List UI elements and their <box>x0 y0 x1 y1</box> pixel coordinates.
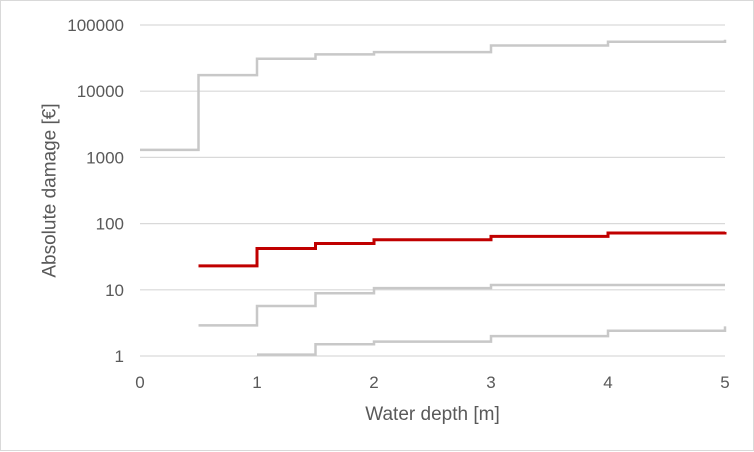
x-tick-label: 5 <box>720 373 729 392</box>
series-line-3 <box>198 283 725 327</box>
x-tick-label: 4 <box>603 373 612 392</box>
y-tick-label: 1 <box>115 347 124 366</box>
x-tick-label: 0 <box>135 373 144 392</box>
y-tick-labels: 1 10 100 1000 10000 100000 <box>67 16 124 366</box>
series-lines <box>140 39 727 356</box>
x-tick-label: 2 <box>369 373 378 392</box>
y-tick-label: 100000 <box>67 16 124 35</box>
x-tick-label: 3 <box>486 373 495 392</box>
y-tick-label: 100 <box>96 215 124 234</box>
series-line-1 <box>140 39 727 152</box>
y-tick-label: 1000 <box>86 148 124 167</box>
x-axis-title: Water depth [m] <box>365 404 499 425</box>
x-tick-labels: 0 1 2 3 4 5 <box>135 373 729 392</box>
y-tick-label: 10 <box>105 281 124 300</box>
x-tick-label: 1 <box>252 373 261 392</box>
gridlines <box>140 24 725 357</box>
series-line-2 <box>198 231 727 268</box>
series-line-4 <box>257 326 727 356</box>
y-axis-title: Absolute damage [€] <box>40 103 61 277</box>
y-tick-label: 10000 <box>77 82 124 101</box>
